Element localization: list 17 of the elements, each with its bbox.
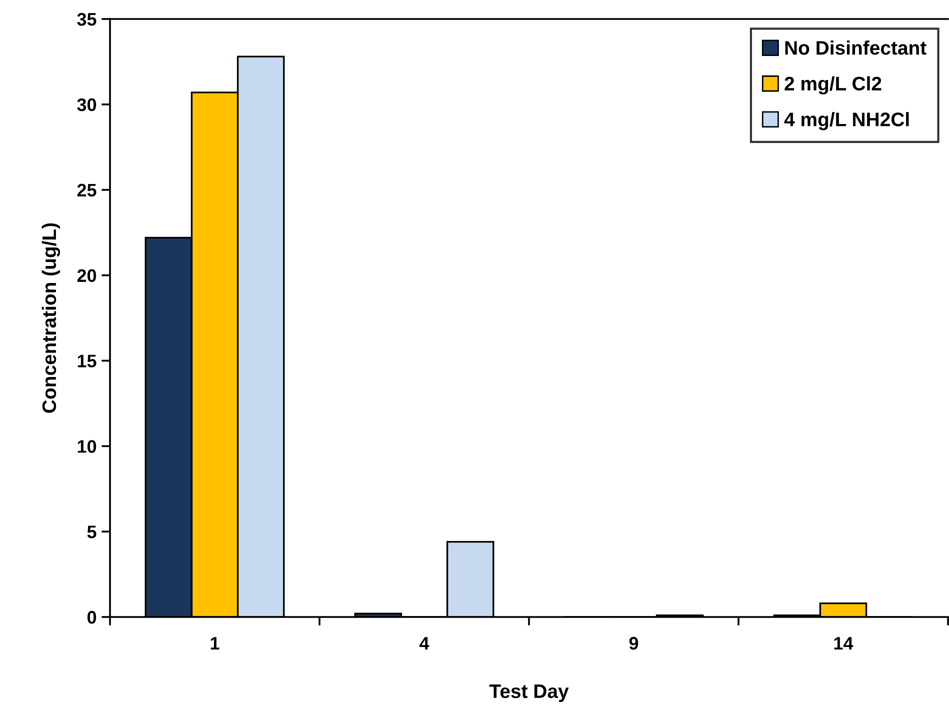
x-tick-label: 1 — [210, 637, 220, 650]
y-tick-label: 5 — [87, 526, 96, 538]
y-tick-label: 10 — [78, 440, 96, 453]
x-tick-label: 14 — [834, 637, 854, 650]
y-tick-label: 25 — [77, 184, 96, 197]
legend-label: 4 mg/L NH2Cl — [784, 112, 909, 130]
x-tick-label: 4 — [420, 637, 430, 650]
y-tick-label: 0 — [87, 610, 96, 624]
y-tick-label: 35 — [77, 12, 96, 26]
y-axis-title: Concentration (ug/L) — [42, 223, 60, 413]
y-tick-label: 20 — [77, 269, 96, 282]
y-tick-label: 30 — [77, 98, 96, 112]
legend-label: 2 mg/L Cl2 — [784, 76, 882, 94]
x-tick-label: 9 — [629, 636, 638, 650]
legend-label: No Disinfectant — [785, 40, 926, 55]
x-axis-title: Test Day — [489, 684, 569, 702]
y-tick-label: 15 — [78, 354, 96, 368]
